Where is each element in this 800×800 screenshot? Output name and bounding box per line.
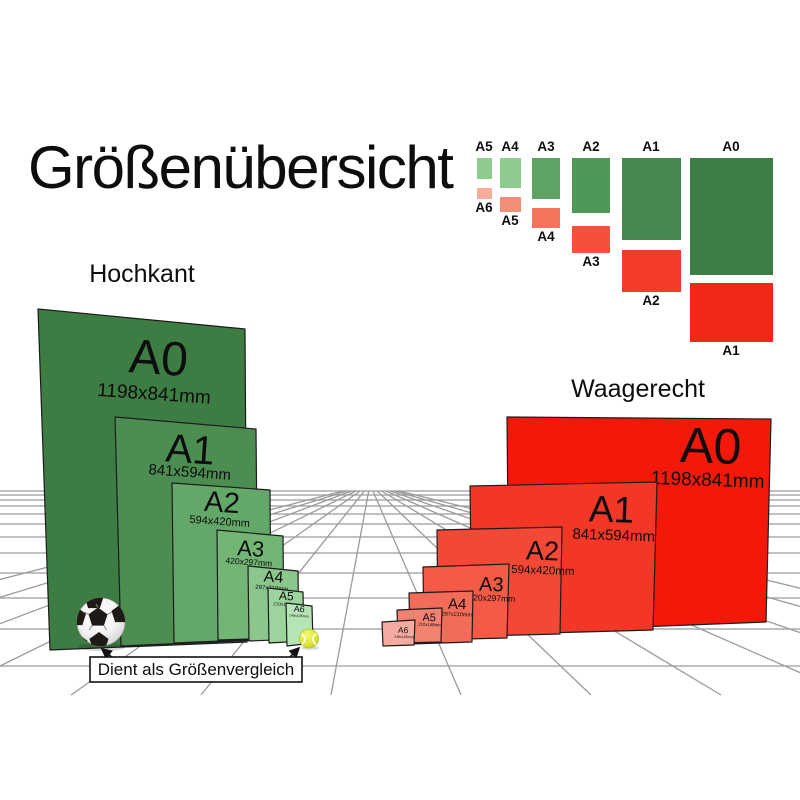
overview-green-label: A0 bbox=[722, 139, 739, 154]
panel-size-label: A3 bbox=[479, 574, 504, 597]
overview-red-label: A6 bbox=[475, 200, 493, 215]
overview-red-rect bbox=[690, 283, 773, 342]
overview-column-a4-a5: A4 A5 bbox=[500, 139, 521, 228]
callout-label: Dient als Größenvergleich bbox=[98, 660, 295, 679]
overview-green-label: A4 bbox=[501, 139, 519, 154]
overview-green-rect bbox=[532, 158, 560, 199]
panel-dimensions-label: 1198x841mm bbox=[650, 468, 764, 493]
panel-size-label: A4 bbox=[263, 568, 284, 586]
ball-seams bbox=[83, 603, 113, 631]
tennis-ball bbox=[299, 628, 319, 650]
overview-green-rect bbox=[622, 158, 681, 240]
panel-dimensions-label: 148x105mm bbox=[394, 635, 414, 640]
format-overview-diagram: A5 A6 A4 A5 A3 A4 A2 A3 A1 A2 bbox=[475, 139, 773, 358]
overview-red-label: A4 bbox=[537, 229, 555, 244]
panel-dimensions-label: 297x210mm bbox=[442, 611, 473, 618]
landscape-panel-a6: A6 148x105mm bbox=[381, 619, 416, 647]
panel-size-label: A2 bbox=[525, 535, 559, 566]
panel-dimensions-label: 841x594mm bbox=[572, 526, 655, 546]
panel-size-label: A5 bbox=[279, 589, 295, 604]
overview-red-rect bbox=[500, 197, 521, 212]
panel-size-label: A4 bbox=[448, 596, 467, 614]
overview-red-rect bbox=[477, 188, 492, 199]
callout-box bbox=[89, 656, 303, 683]
overview-column-a3-a4: A3 A4 bbox=[532, 139, 560, 244]
overview-red-label: A3 bbox=[582, 254, 600, 269]
panel-dimensions-label: 210x148mm bbox=[418, 622, 442, 628]
panel-size-label: A1 bbox=[588, 488, 635, 531]
panel-size-label: A1 bbox=[164, 426, 216, 473]
overview-column-a2-a3: A2 A3 bbox=[572, 139, 610, 269]
panel-size-label: A6 bbox=[293, 604, 305, 615]
overview-green-rect bbox=[690, 158, 773, 275]
overview-green-rect bbox=[500, 158, 521, 188]
overview-green-label: A2 bbox=[582, 139, 599, 154]
overview-red-rect bbox=[532, 208, 560, 228]
overview-column-a1-a2: A1 A2 bbox=[622, 139, 681, 308]
overview-green-rect bbox=[572, 158, 610, 213]
panel-dimensions-label: 594x420mm bbox=[511, 564, 575, 578]
ball-seam bbox=[301, 633, 306, 646]
overview-green-label: A5 bbox=[475, 139, 493, 154]
overview-column-a5-a6: A5 A6 bbox=[475, 139, 493, 215]
panel-dimensions-label: 148x105mm bbox=[289, 613, 309, 618]
overview-green-label: A1 bbox=[642, 139, 660, 154]
portrait-section-label: Hochkant bbox=[89, 260, 195, 288]
overview-red-label: A5 bbox=[501, 213, 519, 228]
ball-surface bbox=[299, 628, 319, 649]
ball-seam bbox=[312, 632, 317, 646]
portrait-stack: A0 1198x841mm A1 841x594mm A2 594x420mm … bbox=[37, 308, 314, 651]
panel-size-label: A0 bbox=[679, 417, 742, 475]
panel-dimensions-label: 841x594mm bbox=[148, 461, 232, 484]
grid-depth-line bbox=[330, 490, 370, 696]
panel-size-label: A2 bbox=[203, 486, 241, 520]
panel-size-label: A5 bbox=[422, 612, 436, 624]
panel-size-label: A0 bbox=[127, 330, 189, 387]
overview-red-label: A2 bbox=[642, 293, 659, 308]
comparison-callout: Dient als Größenvergleich bbox=[89, 646, 303, 683]
overview-red-rect bbox=[622, 250, 681, 292]
overview-green-label: A3 bbox=[537, 139, 555, 154]
panel-size-label: A6 bbox=[398, 625, 409, 635]
panel-size-label: A3 bbox=[237, 535, 266, 562]
overview-column-a0-a1: A0 A1 bbox=[690, 139, 773, 358]
overview-green-rect bbox=[477, 158, 492, 179]
overview-red-rect bbox=[572, 226, 610, 253]
soccer-ball bbox=[76, 597, 126, 651]
overview-red-label: A1 bbox=[722, 343, 740, 358]
ball-shadow bbox=[78, 643, 126, 651]
page-title: Größenübersicht bbox=[28, 134, 454, 201]
panel-dimensions-label: 420x297mm bbox=[225, 555, 272, 568]
panel-dimensions-label: 594x420mm bbox=[189, 514, 250, 530]
panel-dimensions-label: 420x297mm bbox=[468, 592, 515, 604]
landscape-section-label: Waagerecht bbox=[571, 375, 705, 403]
landscape-stack: A0 1198x841mm A1 841x594mm A2 594x420mm … bbox=[381, 416, 772, 647]
panel-face bbox=[381, 619, 416, 647]
